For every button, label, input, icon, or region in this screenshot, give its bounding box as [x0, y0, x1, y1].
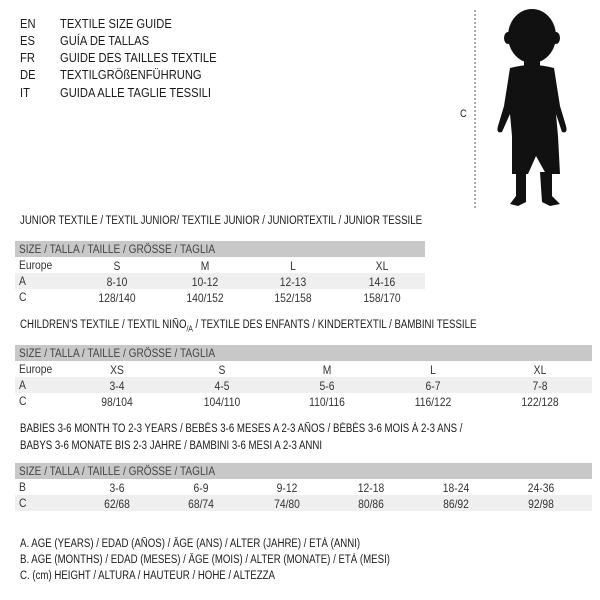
cell: 4-5: [214, 379, 230, 393]
cell: 24-36: [527, 481, 555, 495]
table-header: SIZE / TALLA / TAILLE / GRÖSSE / TAGLIA: [15, 345, 592, 361]
cell: 8-10: [106, 275, 128, 289]
cell: 10-12: [191, 275, 219, 289]
legend-b: B. AGE (MONTHS) / EDAD (MESES) / ÂGE (MO…: [20, 554, 390, 566]
table-row: C 98/104 104/110 110/116 116/122 122/128: [15, 393, 592, 409]
cell: 7-8: [532, 379, 548, 393]
table-row: A 8-10 10-12 12-13 14-16: [15, 273, 425, 289]
legend-a: A. AGE (YEARS) / EDAD (AÑOS) / ÂGE (ANS)…: [20, 538, 361, 550]
cell: S: [218, 363, 226, 377]
row-label: C: [19, 496, 27, 510]
cell: 158/170: [363, 291, 401, 305]
baby-silhouette-icon: [474, 9, 567, 208]
cell: 152/158: [274, 291, 312, 305]
table-row: Europe S M L XL: [15, 257, 425, 273]
cell: S: [113, 259, 121, 273]
row-label: C: [19, 290, 27, 304]
children-title-sub: /A: [186, 324, 193, 334]
table-row: C 128/140 140/152 152/158 158/170: [15, 289, 425, 305]
cell: XS: [110, 363, 124, 377]
cell: 6-9: [193, 481, 209, 495]
cell: 98/104: [101, 395, 133, 409]
cell: M: [200, 259, 210, 273]
cell: 6-7: [425, 379, 441, 393]
lang-title: GUIDA ALLE TAGLIE TESSILI: [60, 85, 212, 100]
cell: 86/92: [443, 497, 469, 511]
table-row: Europe XS S M L XL: [15, 361, 592, 377]
lang-title: TEXTILE SIZE GUIDE: [60, 16, 172, 31]
cell: L: [290, 259, 296, 273]
table-row: A 3-4 4-5 5-6 6-7 7-8: [15, 377, 592, 393]
row-label: A: [19, 274, 26, 288]
row-label: B: [19, 480, 26, 494]
cell: 68/74: [188, 497, 214, 511]
lang-title: GUIDE DES TAILLES TEXTILE: [60, 50, 217, 65]
cell: 18-24: [442, 481, 470, 495]
cell: 62/68: [104, 497, 130, 511]
cell: L: [430, 363, 436, 377]
cell: 116/122: [414, 395, 452, 409]
lang-title: TEXTILGRÖßENFÜHRUNG: [60, 67, 202, 82]
cell: 74/80: [274, 497, 300, 511]
height-label: C: [460, 108, 467, 120]
legend-c: C. (cm) HEIGHT / ALTURA / HAUTEUR / HÖHE…: [20, 570, 275, 582]
cell: 12-13: [279, 275, 307, 289]
cell: 3-6: [109, 481, 125, 495]
lang-code: IT: [20, 85, 30, 100]
table-header: SIZE / TALLA / TAILLE / GRÖSSE / TAGLIA: [15, 241, 425, 257]
babies-title-line2: BABYS 3-6 MONATE BIS 2-3 JAHRE / BAMBINI…: [20, 440, 323, 452]
children-title-rest: / TEXTILE DES ENFANTS / KINDERTEXTIL / B…: [192, 319, 477, 331]
children-title: CHILDREN'S TEXTILE / TEXTIL NIÑO/A / TEX…: [20, 319, 476, 333]
table-row: C 62/68 68/74 74/80 80/86 86/92 92/98: [15, 495, 592, 511]
cell: M: [322, 363, 332, 377]
lang-code: EN: [20, 16, 36, 31]
cell: 128/140: [98, 291, 136, 305]
row-label: Europe: [19, 258, 53, 272]
cell: 110/116: [309, 395, 345, 409]
lang-code: DE: [20, 67, 36, 82]
table-header: SIZE / TALLA / TAILLE / GRÖSSE / TAGLIA: [15, 463, 592, 479]
cell: 122/128: [521, 395, 559, 409]
row-label: Europe: [19, 362, 53, 376]
junior-title: JUNIOR TEXTILE / TEXTIL JUNIOR/ TEXTILE …: [20, 215, 423, 227]
lang-code: FR: [20, 50, 35, 65]
cell: 3-4: [109, 379, 125, 393]
lang-title: GUÍA DE TALLAS: [60, 33, 150, 48]
size-header-label: SIZE / TALLA / TAILLE / GRÖSSE / TAGLIA: [19, 242, 216, 256]
cell: 80/86: [358, 497, 384, 511]
lang-code: ES: [20, 33, 35, 48]
cell: 12-18: [357, 481, 385, 495]
cell: XL: [533, 363, 547, 377]
cell: 9-12: [276, 481, 298, 495]
cell: XL: [375, 259, 389, 273]
children-title-main: CHILDREN'S TEXTILE / TEXTIL NIÑO: [20, 319, 187, 331]
cell: 14-16: [368, 275, 396, 289]
cell: 104/110: [203, 395, 241, 409]
cell: 140/152: [186, 291, 224, 305]
cell: 5-6: [319, 379, 335, 393]
cell: 92/98: [528, 497, 554, 511]
babies-title-line1: BABIES 3-6 MONTH TO 2-3 YEARS / BEBÉS 3-…: [20, 423, 463, 435]
table-row: B 3-6 6-9 9-12 12-18 18-24 24-36: [15, 479, 592, 495]
row-label: A: [19, 378, 26, 392]
row-label: C: [19, 394, 27, 408]
size-header-label: SIZE / TALLA / TAILLE / GRÖSSE / TAGLIA: [19, 346, 216, 360]
size-header-label: SIZE / TALLA / TAILLE / GRÖSSE / TAGLIA: [19, 464, 216, 478]
